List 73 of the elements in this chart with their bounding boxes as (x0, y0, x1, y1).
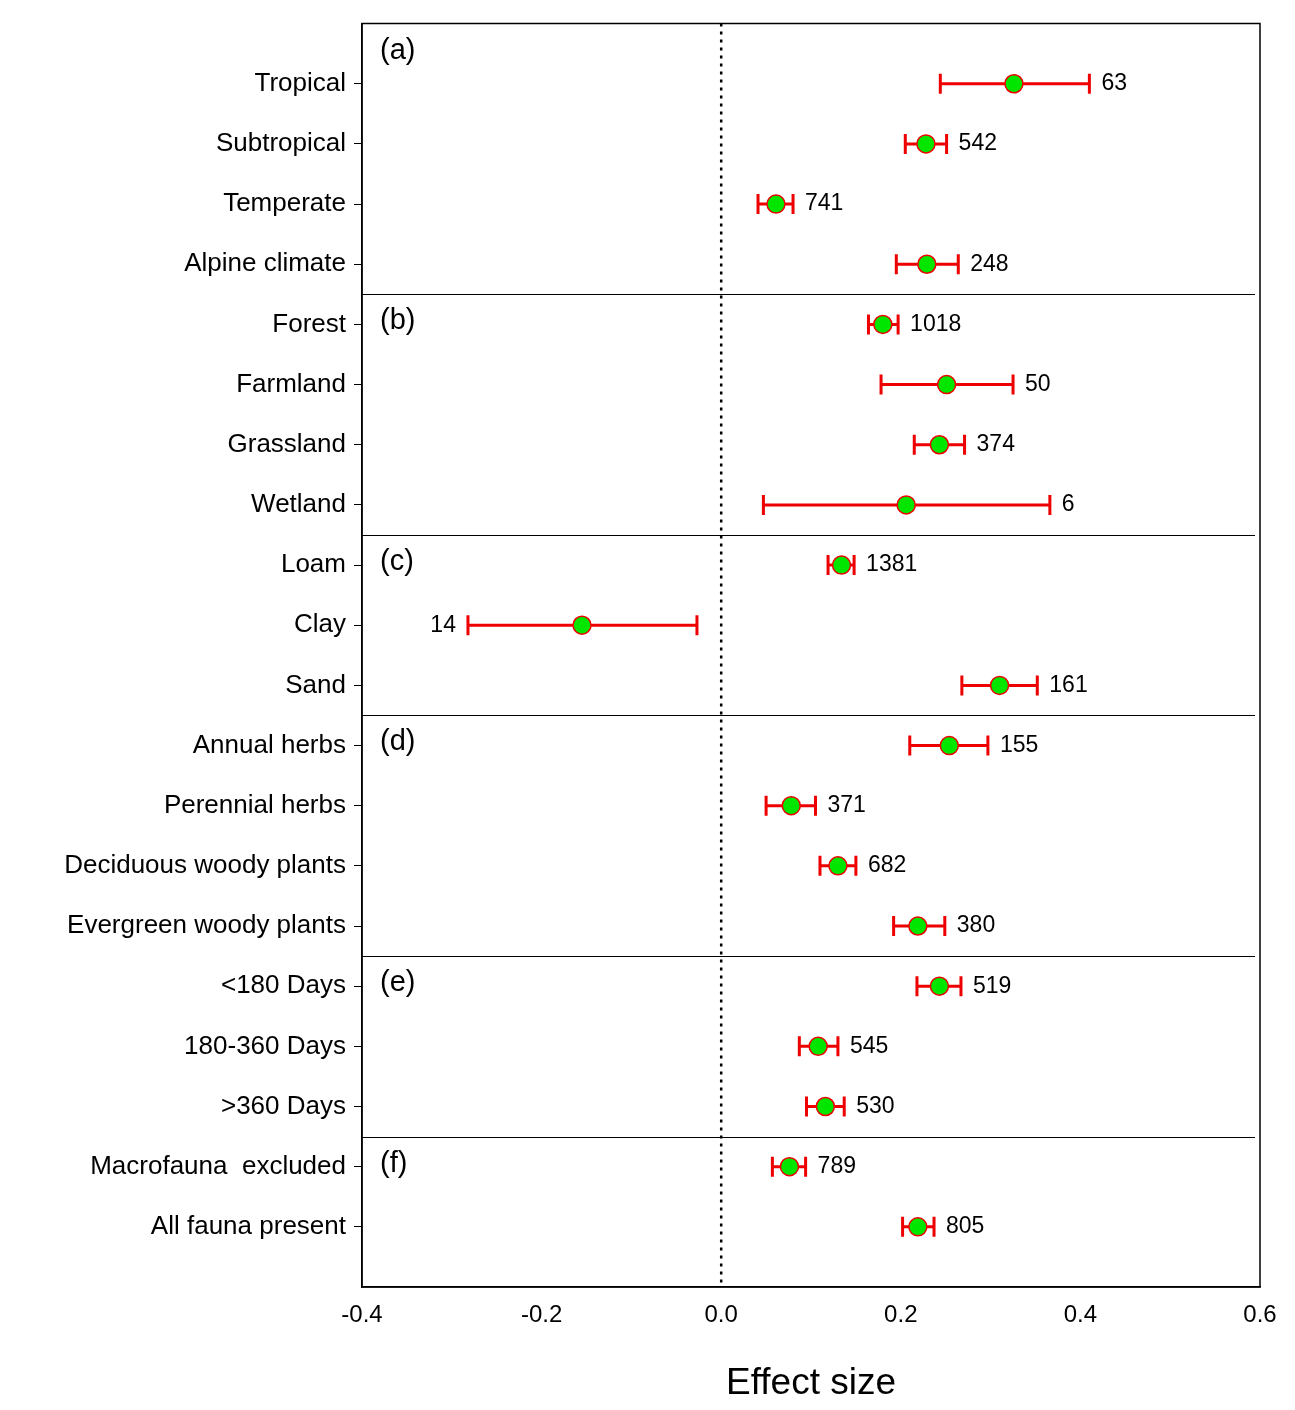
y-tick-label: Loam (280, 548, 346, 579)
annotation: 805 (946, 1212, 985, 1239)
annotation: 789 (817, 1152, 856, 1179)
y-tick-label: Forest (272, 307, 347, 338)
y-tick-label: <180 Days (220, 969, 346, 1000)
x-tick-label: -0.2 (520, 1300, 563, 1328)
x-tick-label: 0.0 (704, 1300, 738, 1328)
annotation: 155 (999, 730, 1039, 757)
point (779, 1156, 800, 1177)
annotation: 380 (956, 911, 996, 938)
annotation: 530 (856, 1091, 895, 1118)
y-tick-label: 180-360 Days (184, 1029, 346, 1060)
point (831, 555, 852, 575)
y-tick-label: Evergreen woody plants (67, 909, 346, 940)
x-tick-label: -0.4 (341, 1300, 383, 1328)
annotation: 248 (970, 249, 1009, 276)
y-tick-label: Macrofauna excluded (90, 1149, 346, 1180)
y-tick-label: All fauna present (150, 1210, 347, 1241)
y-tick-label: Perennial herbs (163, 788, 346, 819)
point (572, 615, 592, 635)
y-tick-label: Clay (293, 608, 346, 639)
point (781, 795, 801, 816)
y-tick-label: Tropical (254, 66, 346, 97)
point (808, 1036, 828, 1057)
annotation: 374 (976, 430, 1016, 457)
annotation: 1381 (866, 550, 918, 577)
annotation: (b) (380, 303, 416, 336)
annotation: 371 (827, 791, 866, 818)
annotation: 542 (958, 129, 997, 156)
point (929, 434, 950, 455)
annotation: 63 (1101, 69, 1127, 96)
annotation: 14 (430, 610, 457, 637)
y-tick-label: Alpine climate (184, 247, 346, 278)
point (896, 495, 916, 515)
y-tick-label: Sand (285, 668, 346, 699)
x-tick-label: 0.2 (884, 1300, 918, 1328)
annotation: 1018 (910, 309, 962, 336)
y-tick-label: >360 Days (220, 1089, 346, 1120)
x-tick-label: 0.4 (1063, 1300, 1098, 1328)
annotation: (a) (380, 32, 416, 65)
point (908, 916, 928, 936)
point (929, 976, 950, 996)
y-tick-label: Annual herbs (192, 728, 346, 759)
point (815, 1096, 836, 1117)
point (873, 314, 893, 335)
annotation: (e) (380, 965, 416, 998)
annotation: (d) (380, 724, 416, 757)
annotation: 682 (867, 851, 907, 878)
y-tick-label: Temperate (223, 187, 346, 218)
x-axis-title: Effect size (725, 1361, 897, 1402)
y-tick-label: Wetland (251, 488, 346, 519)
point (828, 856, 848, 876)
point (917, 254, 937, 274)
annotation: 161 (1049, 670, 1088, 697)
y-tick-label: Subtropical (215, 127, 346, 158)
annotation: 545 (849, 1031, 889, 1058)
point (908, 1217, 928, 1237)
annotation: 519 (972, 971, 1012, 998)
point (1004, 74, 1024, 94)
y-tick-label: Deciduous woody plants (64, 849, 346, 880)
annotation: (f) (380, 1145, 408, 1178)
point (916, 134, 936, 154)
annotation: 741 (805, 189, 844, 216)
point (989, 675, 1010, 696)
point (936, 374, 957, 395)
point (766, 194, 786, 214)
y-tick-label: Farmland (236, 367, 346, 398)
point (939, 735, 960, 756)
annotation: 6 (1061, 490, 1075, 517)
x-tick-label: 0.6 (1243, 1300, 1277, 1328)
y-tick-label: Grassland (227, 427, 346, 458)
annotation: (c) (380, 543, 414, 576)
annotation: 50 (1025, 369, 1051, 396)
